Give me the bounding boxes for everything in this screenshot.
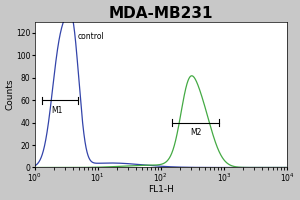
- Text: M2: M2: [190, 128, 201, 137]
- Text: M1: M1: [52, 106, 63, 115]
- Title: MDA-MB231: MDA-MB231: [109, 6, 213, 21]
- Y-axis label: Counts: Counts: [6, 79, 15, 110]
- X-axis label: FL1-H: FL1-H: [148, 185, 174, 194]
- Text: control: control: [77, 32, 104, 41]
